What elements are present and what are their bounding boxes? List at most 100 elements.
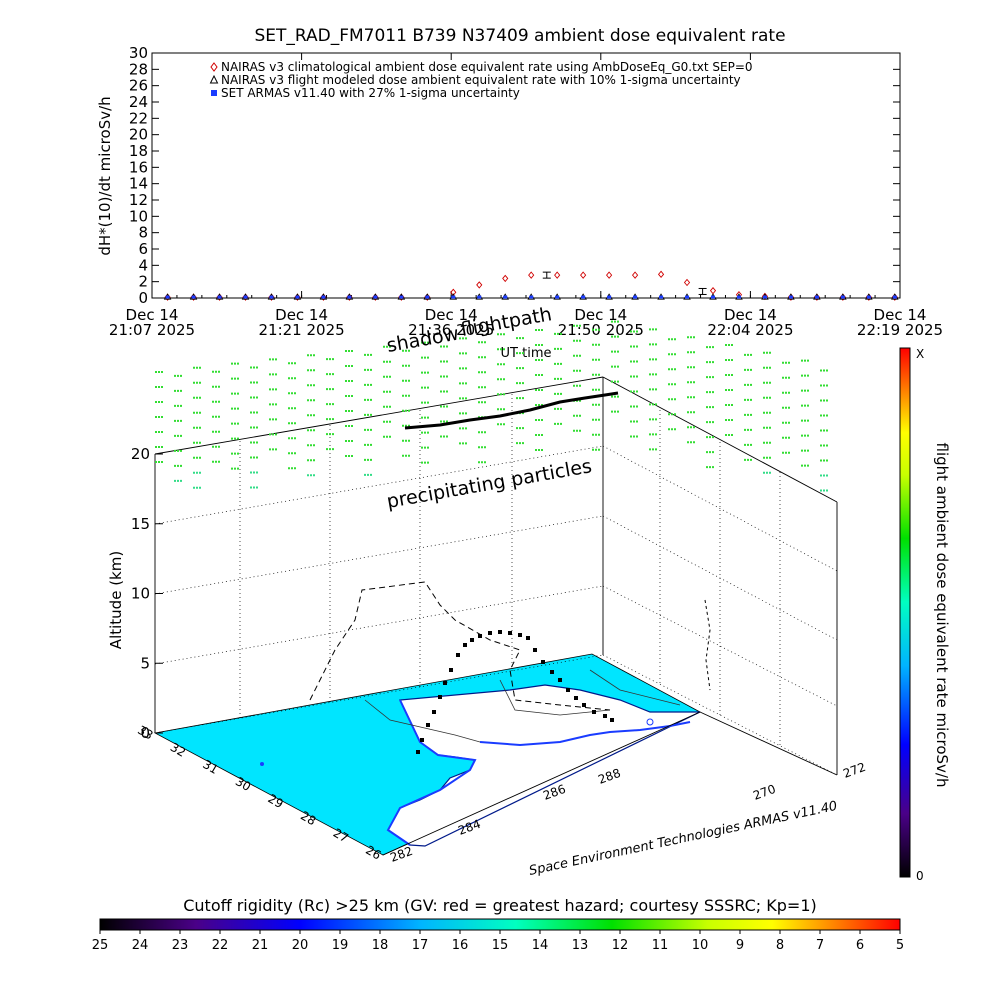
point-armas [295, 295, 300, 299]
point-armas [711, 295, 715, 299]
z-tick-label: 20 [131, 445, 150, 463]
point-armas [659, 295, 664, 299]
point-armas [840, 295, 845, 299]
x-tick-time: 22:04 2025 [707, 321, 793, 339]
flight-trace-point [432, 710, 436, 714]
y-tick-label: 24 [129, 93, 148, 111]
rigidity-tick-label: 23 [172, 938, 189, 953]
rigidity-ticks: 25 24 23 22 21 20 19 18 17 16 15 14 13 12 11 10 9 8 7 6 5 [92, 930, 904, 953]
x-tick-date: Dec 14 [874, 306, 927, 324]
dose-colorbar [899, 347, 911, 878]
longitude-tick-label: 270 [751, 782, 777, 803]
point-nairas-climatological [450, 288, 457, 296]
y-axis-label: dH*(10)/dt microSv/h [96, 96, 114, 255]
point-armas [866, 295, 871, 299]
y-tick-label: 12 [129, 191, 148, 209]
latitude-tick-label: 30 [233, 774, 253, 794]
rigidity-tick-label: 7 [816, 938, 824, 953]
flight-trace-point [526, 636, 530, 640]
point-armas [788, 295, 793, 299]
point-armas [736, 295, 741, 299]
x-tick-date: Dec 14 [724, 306, 777, 324]
rigidity-tick-label: 19 [332, 938, 349, 953]
rigidity-tick-label: 24 [132, 938, 149, 953]
rigidity-tick-label: 18 [372, 938, 389, 953]
flight-trace-point [488, 631, 492, 635]
rigidity-tick-label: 11 [652, 938, 669, 953]
legend-marker [209, 74, 219, 84]
rigidity-title: Cutoff rigidity (Rc) >25 km (GV: red = g… [183, 896, 817, 915]
rigidity-tick-label: 17 [412, 938, 429, 953]
point-armas [814, 295, 819, 299]
rigidity-tick-label: 8 [776, 938, 784, 953]
small-island [646, 718, 654, 726]
y-tick-label: 22 [129, 109, 148, 127]
point-nairas-climatological [476, 281, 483, 289]
x-tick-time: 22:19 2025 [857, 321, 943, 339]
y-tick-label: 6 [138, 240, 148, 258]
rigidity-tick-label: 12 [612, 938, 629, 953]
rigidity-colorbar [99, 918, 901, 931]
flight-trace-point [592, 710, 596, 714]
point-armas [347, 295, 352, 299]
flight-trace [416, 630, 614, 754]
flight-trace-point [478, 634, 482, 638]
dose-colorbar-min-label: 0 [916, 869, 924, 883]
rigidity-tick-label: 6 [856, 938, 864, 953]
z-ticks: 0 5 10 15 20 [131, 445, 163, 742]
rigidity-tick-label: 21 [252, 938, 269, 953]
z-tick-label: 10 [131, 585, 150, 603]
point-nairas-climatological [554, 271, 561, 279]
latitude-tick-label: 29 [266, 791, 286, 811]
flight-trace-point [566, 688, 570, 692]
flight-trace-point [498, 630, 502, 634]
y-tick-label: 2 [138, 273, 148, 291]
dose-time-series-panel: SET_RAD_FM7011 B739 N37409 ambient dose … [96, 26, 943, 361]
point-armas [399, 295, 404, 299]
point-nairas-climatological [709, 286, 717, 295]
point-armas [165, 295, 170, 299]
point-nairas-climatological [580, 271, 587, 279]
flightpath-cruise [404, 391, 619, 430]
z-axis-label: Altitude (km) [107, 551, 125, 649]
x-tick-date: Dec 14 [425, 306, 478, 324]
point-nairas-climatological [606, 271, 613, 279]
x-tick-date: Dec 14 [275, 306, 328, 324]
rigidity-tick-label: 20 [292, 938, 309, 953]
x-axis-label: UT time [501, 346, 552, 361]
flight-trace-point [438, 695, 442, 699]
flight-trace-point [533, 648, 537, 652]
rigidity-tick-label: 5 [896, 938, 904, 953]
y-tick-label: 18 [129, 142, 148, 160]
coastline [386, 699, 477, 846]
annotation-shadow: shadow [385, 323, 461, 357]
particle-field [155, 320, 828, 492]
flight-trace-point [582, 703, 586, 707]
rigidity-tick-label: 14 [532, 938, 549, 953]
x-tick-time: 21:36 2025 [408, 321, 494, 339]
flight-trace-point [508, 631, 512, 635]
point-armas [191, 295, 196, 299]
flight-trace-point [443, 681, 447, 685]
point-armas [269, 295, 274, 299]
point-armas [217, 295, 222, 299]
latitude-tick-label: 31 [200, 757, 220, 777]
latitude-ticks: 33 32 31 30 29 28 27 26 [135, 723, 383, 863]
longitude-tick-label: 288 [596, 766, 622, 787]
shadow-path [309, 581, 611, 711]
latitude-tick-label: 32 [168, 740, 188, 760]
x-tick-time: 21:50 2025 [558, 321, 644, 339]
flight-trace-point [416, 750, 420, 754]
legend-entry: NAIRAS v3 climatological ambient dose eq… [221, 60, 753, 74]
point-armas [762, 295, 767, 299]
flight-trace-point [456, 653, 460, 657]
z-tick-label: 15 [131, 515, 150, 533]
credit-text: Space Environment Technologies ARMAS v11… [528, 799, 839, 879]
rigidity-tick-label: 13 [572, 938, 589, 953]
point-armas [451, 295, 456, 299]
shadow-path-east [704, 599, 711, 691]
